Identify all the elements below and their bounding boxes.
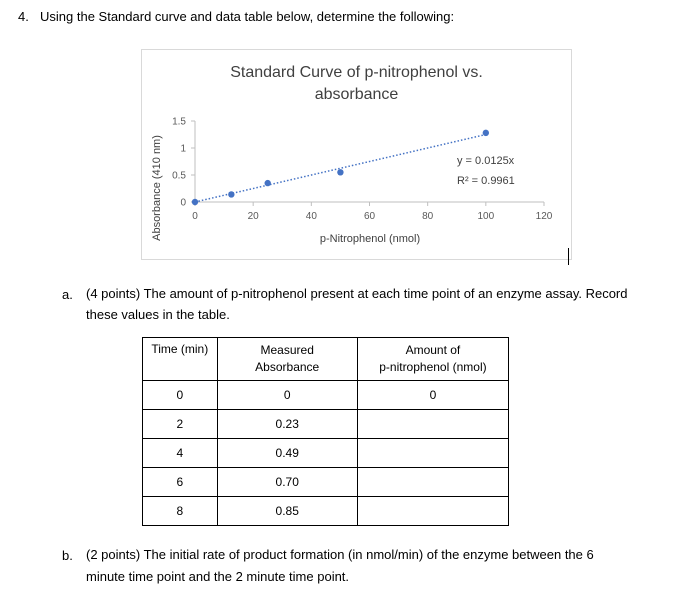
cell-absorbance: 0.70 bbox=[216, 467, 358, 497]
cell-time: 6 bbox=[142, 467, 218, 497]
header-amount: Amount of p-nitrophenol (nmol) bbox=[356, 337, 510, 381]
data-point bbox=[482, 129, 490, 137]
table-row: 8 0.85 bbox=[142, 496, 510, 526]
x-tick-label: 100 bbox=[477, 211, 494, 222]
part-a-line1: (4 points) The amount of p-nitrophenol p… bbox=[86, 286, 628, 301]
header-amount-line2: p-nitrophenol (nmol) bbox=[379, 360, 487, 374]
table-row: 2 0.23 bbox=[142, 409, 510, 439]
cell-amount[interactable] bbox=[356, 438, 510, 468]
cell-amount[interactable]: 0 bbox=[356, 380, 510, 410]
cell-time: 2 bbox=[142, 409, 218, 439]
data-point bbox=[191, 198, 199, 206]
header-absorbance-line2: Absorbance bbox=[255, 360, 320, 374]
part-b-line1: (2 points) The initial rate of product f… bbox=[86, 547, 594, 562]
table-row: 0 0 0 bbox=[142, 380, 510, 410]
cell-time: 0 bbox=[142, 380, 218, 410]
table-header-row: Time (min) Measured Absorbance Amount of… bbox=[142, 337, 510, 381]
data-table: Time (min) Measured Absorbance Amount of… bbox=[142, 337, 510, 526]
part-b-letter: b. bbox=[62, 548, 73, 563]
x-tick-label: 60 bbox=[364, 211, 376, 222]
cell-absorbance: 0.23 bbox=[216, 409, 358, 439]
text-cursor bbox=[568, 248, 569, 265]
chart-title-line2: absorbance bbox=[314, 86, 399, 103]
standard-curve-chart: Standard Curve of p-nitrophenol vs. abso… bbox=[141, 49, 572, 260]
y-tick-label: 0 bbox=[180, 198, 186, 209]
table-row: 6 0.70 bbox=[142, 467, 510, 497]
cell-amount[interactable] bbox=[356, 496, 510, 526]
chart-title: Standard Curve of p-nitrophenol vs. abso… bbox=[142, 62, 571, 106]
cell-absorbance: 0 bbox=[216, 380, 358, 410]
x-tick-label: 0 bbox=[192, 211, 198, 222]
question-text: Using the Standard curve and data table … bbox=[40, 9, 455, 24]
data-point-group bbox=[191, 129, 490, 206]
part-b-line2: minute time point and the 2 minute time … bbox=[86, 569, 350, 584]
data-point bbox=[264, 179, 271, 187]
y-tick-label: 1 bbox=[180, 144, 186, 155]
r-squared-label: R² = 0.9961 bbox=[457, 175, 515, 187]
header-absorbance: Measured Absorbance bbox=[216, 337, 358, 381]
x-axis-label: p-Nitrophenol (nmol) bbox=[320, 233, 420, 245]
trendline-equation: y = 0.0125x bbox=[457, 155, 515, 167]
y-axis-label: Absorbance (410 nm) bbox=[151, 135, 163, 241]
data-point bbox=[337, 169, 344, 176]
table-row: 4 0.49 bbox=[142, 438, 510, 468]
header-time: Time (min) bbox=[142, 337, 218, 381]
header-absorbance-line1: Measured bbox=[260, 343, 314, 357]
data-point bbox=[228, 191, 235, 198]
cell-absorbance: 0.49 bbox=[216, 438, 358, 468]
x-tick-label: 20 bbox=[248, 211, 260, 222]
cell-absorbance: 0.85 bbox=[216, 496, 358, 526]
trendline bbox=[194, 133, 487, 203]
cell-amount[interactable] bbox=[356, 409, 510, 439]
cell-amount[interactable] bbox=[356, 467, 510, 497]
y-tick-group: 0 0.5 1 1.5 bbox=[172, 117, 195, 209]
part-a-line2: these values in the table. bbox=[86, 307, 230, 322]
y-tick-label: 0.5 bbox=[172, 171, 186, 182]
chart-plot: 0 20 40 60 80 100 120 0 0.5 1 1.5 y = 0.0125x R² … bbox=[151, 117, 553, 246]
x-tick-label: 40 bbox=[306, 211, 318, 222]
cell-time: 8 bbox=[142, 496, 218, 526]
x-tick-group: 0 20 40 60 80 100 120 bbox=[192, 202, 553, 222]
x-tick-label: 80 bbox=[422, 211, 434, 222]
question-number: 4. bbox=[18, 9, 29, 24]
part-a-letter: a. bbox=[62, 287, 73, 302]
x-tick-label: 120 bbox=[536, 211, 553, 222]
chart-title-line1: Standard Curve of p-nitrophenol vs. bbox=[230, 64, 483, 81]
header-amount-line1: Amount of bbox=[405, 343, 461, 357]
cell-time: 4 bbox=[142, 438, 218, 468]
y-tick-label: 1.5 bbox=[172, 117, 186, 128]
